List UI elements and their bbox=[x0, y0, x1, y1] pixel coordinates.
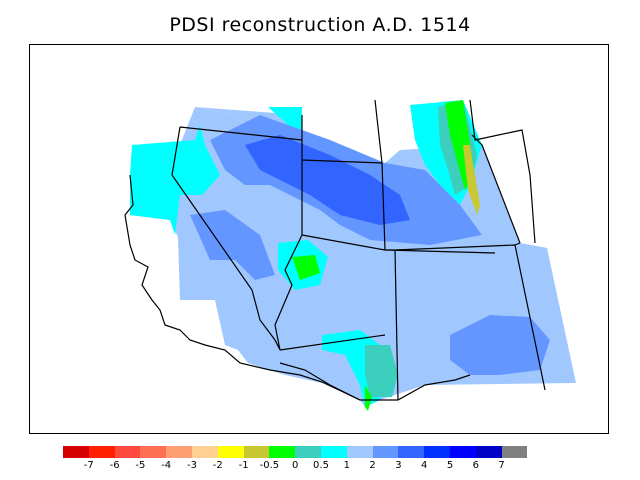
legend-tick-label: -1 bbox=[238, 460, 249, 471]
legend-tick-label: -3 bbox=[187, 460, 197, 471]
legend-swatch bbox=[114, 446, 141, 458]
legend-tick-label: 4 bbox=[421, 460, 428, 471]
legend-swatch bbox=[88, 446, 115, 458]
region-green-south bbox=[365, 385, 372, 411]
region-mid-blue-se bbox=[450, 315, 550, 375]
region-green-center bbox=[292, 255, 320, 280]
legend-swatch bbox=[63, 446, 89, 458]
legend-swatch bbox=[449, 446, 476, 458]
region-olive-ne bbox=[463, 145, 480, 215]
legend-swatch bbox=[217, 446, 244, 458]
legend-swatch bbox=[140, 446, 167, 458]
legend-tick-label: 7 bbox=[498, 460, 505, 471]
legend-tick-label: -2 bbox=[212, 460, 223, 471]
legend-tick-label: 2 bbox=[369, 460, 376, 471]
region-strong-blue-central bbox=[245, 135, 410, 225]
region-light-blue-nw bbox=[195, 107, 302, 160]
map-title: PDSI reconstruction A.D. 1514 bbox=[169, 14, 471, 36]
legend-swatch bbox=[424, 446, 450, 458]
legend-swatch bbox=[475, 446, 502, 458]
legend-swatch bbox=[372, 446, 399, 458]
legend-tick-label: 5 bbox=[446, 460, 454, 471]
legend-tick-label: -6 bbox=[109, 460, 120, 471]
legend-swatch bbox=[398, 446, 425, 458]
legend-tick-label: 6 bbox=[472, 460, 479, 471]
legend-tick-label: 0.5 bbox=[313, 460, 329, 471]
legend-swatch bbox=[320, 446, 347, 458]
region-cyan-west bbox=[130, 107, 220, 235]
coastline bbox=[124, 174, 361, 401]
pdsi-map bbox=[124, 99, 576, 411]
legend-swatch bbox=[243, 446, 270, 458]
map-frame bbox=[29, 44, 609, 434]
legend-swatch bbox=[269, 446, 296, 458]
legend-tick-label: 3 bbox=[395, 460, 402, 471]
legend-swatch bbox=[346, 446, 373, 458]
mexico-border bbox=[279, 362, 471, 401]
legend-tick-label: -0.5 bbox=[259, 460, 280, 471]
legend-swatch bbox=[166, 446, 192, 458]
legend-swatch bbox=[295, 446, 321, 458]
legend-tick-label: 1 bbox=[343, 460, 350, 471]
legend-swatch bbox=[191, 446, 218, 458]
legend-tick-label: 0 bbox=[292, 460, 299, 471]
region-mid-blue-west bbox=[190, 210, 275, 280]
legend-tick-label: -5 bbox=[135, 460, 146, 471]
legend-tick-label: -4 bbox=[161, 460, 172, 471]
legend-labels: -7 -6 -5 -4 -3 -2 -1 -0.5 0 0.5 1 2 3 4 5 6 7 bbox=[0, 460, 640, 474]
legend-swatch bbox=[501, 446, 528, 458]
color-legend bbox=[63, 446, 528, 458]
region-teal-south bbox=[365, 345, 398, 397]
legend-tick-label: -7 bbox=[83, 460, 94, 471]
state-borders bbox=[171, 99, 546, 401]
